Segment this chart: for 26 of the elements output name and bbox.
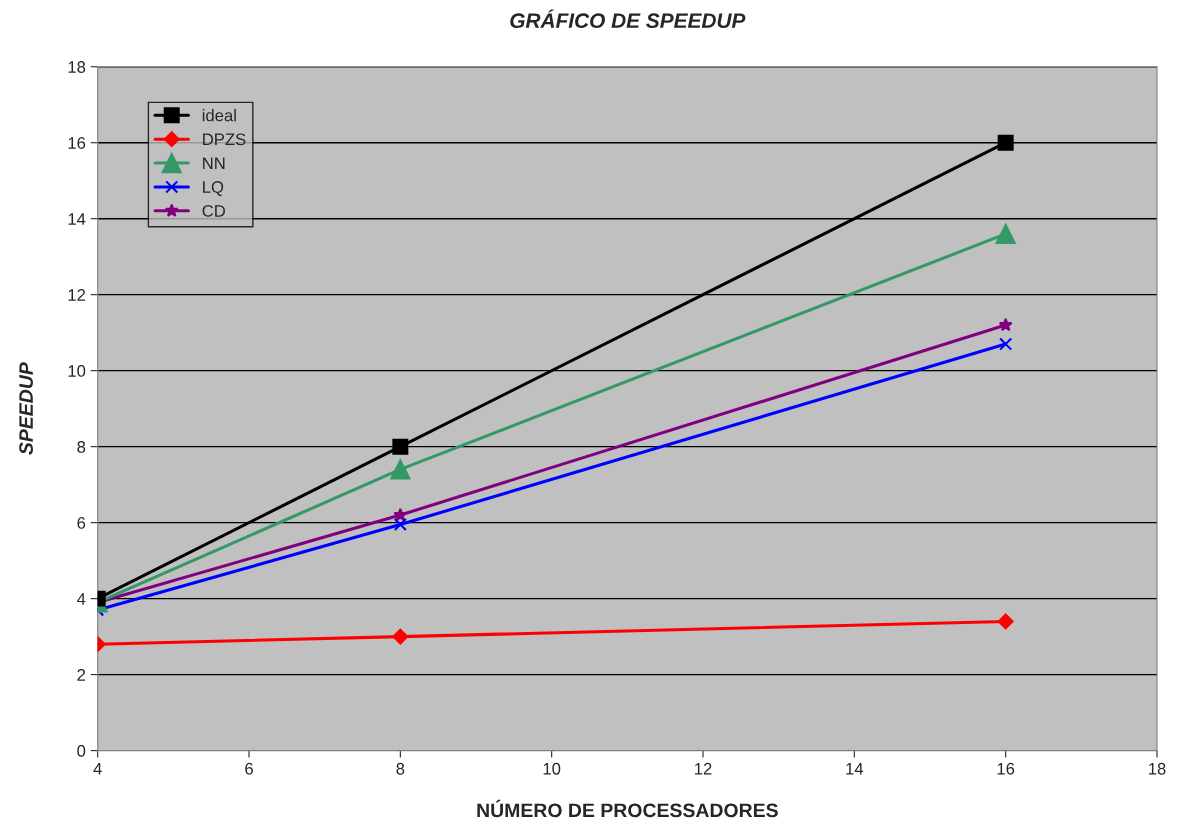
x-axis-title: NÚMERO DE PROCESSADORES (477, 799, 778, 818)
x-tick-label: 16 (997, 762, 1015, 775)
y-axis-title: SPEEDUP (19, 362, 33, 455)
legend-label: CD (202, 204, 226, 217)
x-tick-label: 12 (695, 762, 712, 775)
y-tick-label: 4 (77, 593, 86, 605)
y-tick-label: 2 (77, 669, 86, 681)
x-tick-label: 8 (396, 762, 405, 775)
legend-label: NN (203, 157, 225, 169)
x-tick-label: 4 (93, 763, 102, 775)
legend-label: ideal (202, 109, 236, 122)
y-tick-label: 0 (77, 745, 86, 757)
x-tick-label: 6 (245, 762, 253, 775)
x-tick-label: 14 (846, 763, 864, 775)
y-tick-label: 14 (68, 213, 86, 225)
y-tick-label: 16 (68, 137, 86, 149)
x-tick-label: 10 (543, 762, 561, 775)
chart-title: GRÁFICO DE SPEEDUP (510, 9, 746, 29)
legend-label: DPZS (203, 133, 246, 146)
y-tick-label: 12 (68, 289, 86, 301)
x-tick-label: 18 (1148, 762, 1166, 775)
y-tick-label: 18 (68, 61, 86, 73)
y-tick-label: 8 (77, 441, 86, 453)
y-tick-label: 6 (77, 517, 86, 529)
legend-label: LQ (203, 181, 224, 196)
y-tick-label: 10 (68, 365, 86, 377)
